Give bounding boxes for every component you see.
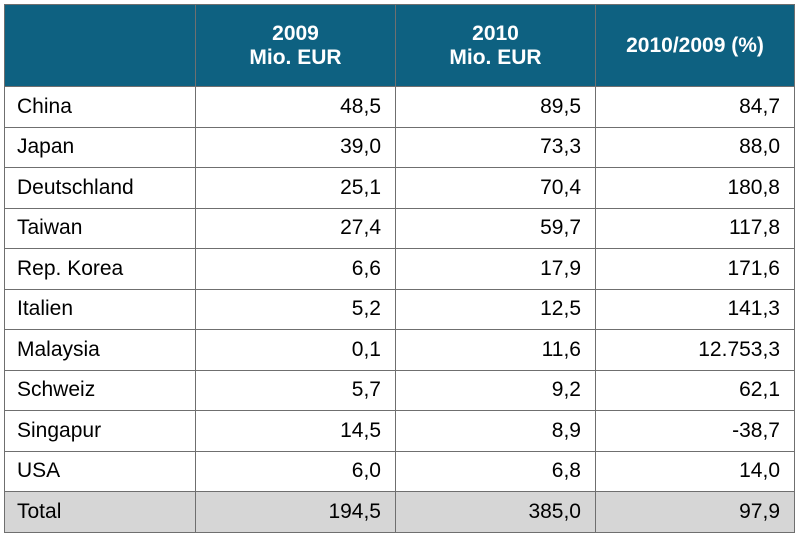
column-header-3: 2010/2009 (%) (595, 4, 795, 87)
value-2009-cell: 6,0 (195, 450, 396, 492)
change-percent-cell: 84,7 (595, 86, 795, 128)
total-row: Total 194,5 385,0 97,9 (4, 491, 795, 533)
change-percent-cell: 88,0 (595, 126, 795, 168)
value-2010-cell: 73,3 (395, 126, 596, 168)
table-row: Rep. Korea 6,6 17,9 171,6 (4, 248, 795, 290)
column-header-2: 2010 Mio. EUR (395, 4, 596, 87)
country-cell: Italien (4, 288, 196, 330)
value-2010-cell: 9,2 (395, 369, 596, 411)
country-cell: Japan (4, 126, 196, 168)
table-body: China 48,5 89,5 84,7 Japan 39,0 73,3 88,0 Deutsc… (4, 86, 795, 533)
value-2010-cell: 8,9 (395, 410, 596, 452)
country-cell: Singapur (4, 410, 196, 452)
value-2010-cell: 12,5 (395, 288, 596, 330)
column-header-text: 2010/2009 (%) (626, 33, 764, 57)
change-percent-cell: 171,6 (595, 248, 795, 290)
value-2009-cell: 39,0 (195, 126, 396, 168)
table-row: Schweiz 5,7 9,2 62,1 (4, 369, 795, 411)
value-2009-cell: 48,5 (195, 86, 396, 128)
column-header-text: 2009 (272, 21, 319, 45)
value-2010-cell: 17,9 (395, 248, 596, 290)
value-2009-cell: 25,1 (195, 167, 396, 209)
value-2009-cell: 194,5 (195, 491, 396, 533)
change-percent-cell: 12.753,3 (595, 329, 795, 371)
change-percent-cell: 180,8 (595, 167, 795, 209)
country-cell: Total (4, 491, 196, 533)
country-cell: Schweiz (4, 369, 196, 411)
value-2010-cell: 59,7 (395, 207, 596, 249)
table-header: 2009 Mio. EUR 2010 Mio. EUR 2010/2009 (%) (4, 4, 795, 87)
column-header-1: 2009 Mio. EUR (195, 4, 396, 87)
change-percent-cell: 14,0 (595, 450, 795, 492)
column-header-text: Mio. EUR (449, 45, 542, 69)
table-row: Italien 5,2 12,5 141,3 (4, 288, 795, 330)
value-2010-cell: 6,8 (395, 450, 596, 492)
data-table: 2009 Mio. EUR 2010 Mio. EUR 2010/2009 (%) Ch… (4, 4, 795, 533)
table-row: Malaysia 0,1 11,6 12.753,3 (4, 329, 795, 371)
country-cell: Malaysia (4, 329, 196, 371)
change-percent-cell: 117,8 (595, 207, 795, 249)
column-header-0 (4, 4, 196, 87)
value-2009-cell: 0,1 (195, 329, 396, 371)
country-cell: Deutschland (4, 167, 196, 209)
value-2009-cell: 6,6 (195, 248, 396, 290)
country-cell: USA (4, 450, 196, 492)
value-2009-cell: 27,4 (195, 207, 396, 249)
change-percent-cell: 97,9 (595, 491, 795, 533)
value-2009-cell: 5,7 (195, 369, 396, 411)
value-2009-cell: 14,5 (195, 410, 396, 452)
table-row: Deutschland 25,1 70,4 180,8 (4, 167, 795, 209)
table-row: USA 6,0 6,8 14,0 (4, 450, 795, 492)
country-cell: Rep. Korea (4, 248, 196, 290)
table-row: Singapur 14,5 8,9 -38,7 (4, 410, 795, 452)
value-2010-cell: 70,4 (395, 167, 596, 209)
column-header-text: Mio. EUR (249, 45, 342, 69)
value-2009-cell: 5,2 (195, 288, 396, 330)
change-percent-cell: -38,7 (595, 410, 795, 452)
country-cell: Taiwan (4, 207, 196, 249)
country-cell: China (4, 86, 196, 128)
table-row: China 48,5 89,5 84,7 (4, 86, 795, 128)
value-2010-cell: 385,0 (395, 491, 596, 533)
change-percent-cell: 62,1 (595, 369, 795, 411)
data-table-container: 2009 Mio. EUR 2010 Mio. EUR 2010/2009 (%) Ch… (4, 4, 795, 533)
table-row: Taiwan 27,4 59,7 117,8 (4, 207, 795, 249)
value-2010-cell: 89,5 (395, 86, 596, 128)
header-row: 2009 Mio. EUR 2010 Mio. EUR 2010/2009 (%) (4, 4, 795, 87)
table-row: Japan 39,0 73,3 88,0 (4, 126, 795, 168)
value-2010-cell: 11,6 (395, 329, 596, 371)
column-header-text: 2010 (472, 21, 519, 45)
change-percent-cell: 141,3 (595, 288, 795, 330)
